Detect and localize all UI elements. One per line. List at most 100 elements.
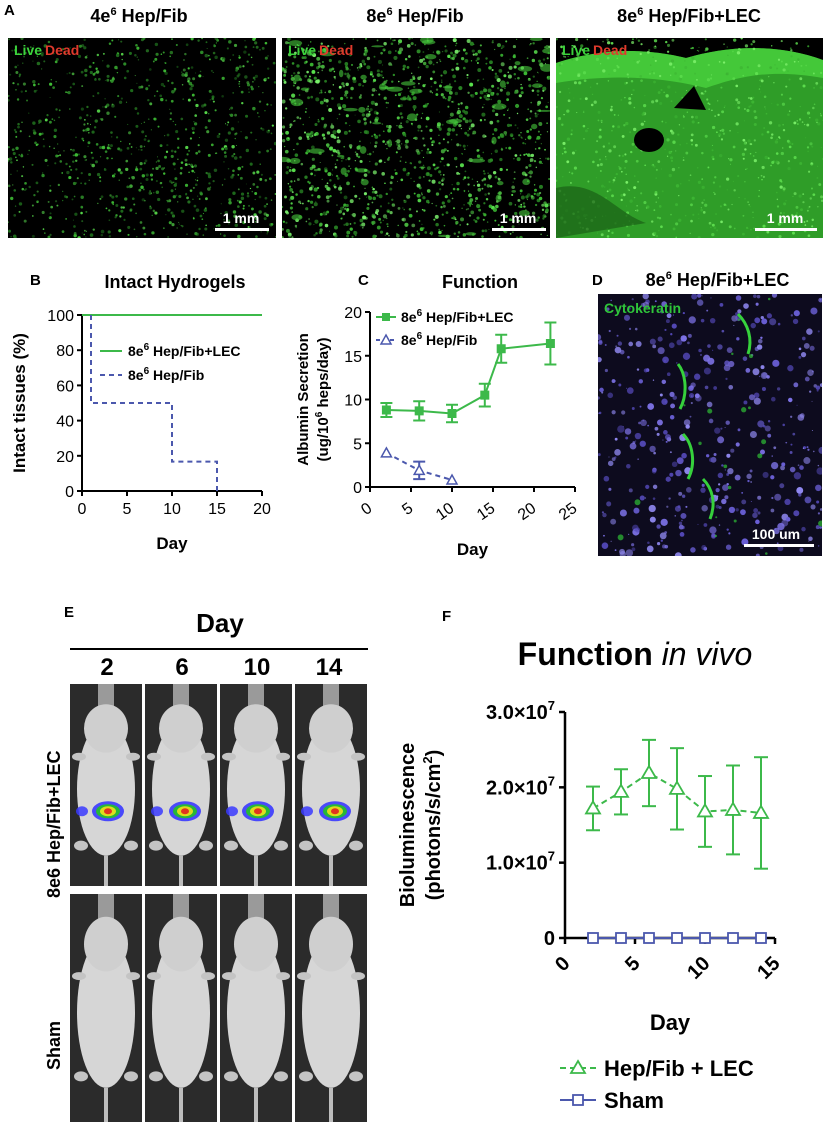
mouse-paw [224,840,238,851]
micrograph-live-dead-4e6: Live Dead 1 mm [8,38,276,238]
legend-marker [572,1094,584,1106]
mouse-image [295,684,367,886]
micrograph-title-3: 8e6 Hep/Fib+LEC [617,6,761,26]
mouse-head [309,916,353,972]
data-point [587,932,599,944]
x-tick-label: 20 [253,501,271,518]
mouse-paw [72,972,86,981]
day-label-1: 2 [100,654,114,681]
mouse-body [77,722,135,856]
y-tick-label: 40 [56,414,74,431]
mouse-paw [126,972,140,981]
mouse-paw [276,752,290,761]
data-point [640,764,658,779]
x-axis-label: Day [156,534,188,553]
x-tick-label: 0 [358,500,375,519]
x-tick-label: 10 [433,500,457,524]
mouse-paw [349,1071,363,1082]
panel-letter-b: B [30,272,41,289]
y-tick-label: 5 [353,436,362,453]
data-point [445,473,459,485]
x-axis-label: Day [457,540,489,559]
x-tick-label: 10 [163,501,181,518]
mouse-body [152,937,210,1088]
chart-intact-hydrogels: 0 20 40 60 80 100 0 5 10 15 20 Day Intact tissues (%… [10,308,271,553]
x-tick-label: 15 [474,500,498,524]
data-point [643,932,655,944]
series-line-1 [90,315,218,491]
y-tick-label: 0 [544,928,555,950]
bioluminescence-signal [301,806,313,817]
y-tick-label: 2.0×107 [486,773,555,799]
mouse-paw [74,840,88,851]
x-tick-label: 5 [399,500,416,519]
chart-title-b: Intact Hydrogels [104,272,246,292]
data-point [545,339,555,348]
mouse-body [152,722,210,856]
stain-label: Cytokeratin [604,300,682,316]
y-tick-label: 1.0×107 [486,849,555,875]
mouse-paw [351,972,365,981]
data-point [724,801,742,816]
y-axis-label: Albumin Secretion (ug/106 heps/day) [295,333,332,466]
legend-label: 8e6 Hep/Fib+LEC [401,308,514,325]
micrograph-title-1: 4e6 Hep/Fib [90,6,188,26]
scale-bar [492,228,546,231]
day-label-2: 6 [175,654,189,681]
mouse-head [159,916,203,972]
scale-bar-label: 100 um [751,526,801,542]
x-tick-label: 15 [753,952,784,983]
mouse-paw [349,840,363,851]
mouse-tail [254,855,258,886]
bioluminescence-signal [226,806,238,817]
mouse-paw [124,1071,138,1082]
y-tick-label: 0 [353,480,362,497]
y-tick-label: 20 [56,449,74,466]
data-point [380,446,393,458]
mouse-body [227,722,285,856]
y-tick-label: 0 [65,484,74,501]
data-point [755,932,767,944]
panel-letter-e: E [64,604,75,621]
bioluminescence-signal [331,808,339,815]
mouse-imaging-grid [70,684,367,1122]
row-label-sham: Sham [44,1020,64,1070]
panel-letter-c: C [358,272,369,289]
mouse-paw [199,840,213,851]
data-point [496,344,506,354]
data-point [699,932,711,944]
nose-cone [248,894,264,924]
y-axis-label-line1: Albumin Secretion [295,333,312,466]
y-tick-label: 20 [344,305,362,322]
mouse-tail [104,1087,108,1122]
mouse-paw [124,840,138,851]
mouse-image [70,684,142,886]
mouse-tail [329,855,333,886]
data-point [615,932,627,944]
day-label-3: 10 [243,654,271,681]
mouse-image [145,894,217,1122]
y-tick-label: 60 [56,378,74,395]
panel-letter-f: F [442,608,452,625]
mouse-tail [254,1087,258,1122]
mouse-tail [179,855,183,886]
mouse-paw [351,752,365,761]
legend-marker [379,333,393,345]
mouse-tail [179,1087,183,1122]
mouse-head [84,916,128,972]
data-point [752,804,770,819]
nose-cone [173,894,189,924]
chart-bioluminescence: 0 1.0×107 2.0×107 3.0×107 0 5 10 15 Day Biolumine… [397,698,785,1113]
mouse-paw [222,752,236,761]
chart-albumin-function: 0 5 10 15 20 0 5 10 15 20 25 Day Albumin Secretion (u… [295,305,580,559]
mouse-paw [74,1071,88,1082]
mouse-paw [147,972,161,981]
live-dead-legend: Live Dead [14,42,80,58]
y-axis-label: Intact tissues (%) [10,333,29,473]
x-tick-label: 25 [556,500,580,524]
chart-title-f: Function in vivo [517,636,753,672]
x-tick-label: 10 [683,952,714,983]
y-tick-label: 10 [344,393,362,410]
mouse-paw [222,972,236,981]
micrograph-title-2: 8e6 Hep/Fib [366,6,464,26]
